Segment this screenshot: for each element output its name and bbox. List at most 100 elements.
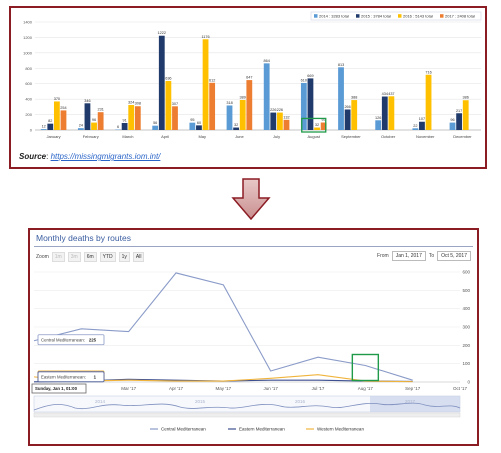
y-tick-label: 1200	[23, 35, 33, 40]
y-tick-label: 0	[467, 380, 470, 385]
y-tick-label: 1000	[23, 50, 33, 55]
bar-data-label: 132	[283, 115, 289, 119]
bar	[456, 113, 463, 130]
bar	[128, 105, 135, 130]
bar-data-label: 1222	[158, 31, 166, 35]
legend-entry: 2017 : 2408 total	[445, 14, 475, 19]
bar-data-label: 612	[209, 78, 215, 82]
down-arrow-icon	[231, 178, 271, 220]
bar-data-label: 370	[54, 97, 60, 101]
bar-data-label: 813	[338, 63, 344, 67]
x-tick-label: September	[341, 134, 361, 139]
bar	[320, 122, 327, 130]
bar-legend: 2014 : 3283 total 2015 : 3784 total 2016 :…	[310, 11, 482, 21]
x-tick-label: November	[416, 134, 435, 139]
zoom-1m-button[interactable]: 1m	[51, 252, 65, 262]
x-tick-label: January	[46, 134, 60, 139]
navigator-year-label: 2016	[295, 399, 306, 404]
bar	[209, 82, 216, 130]
bar	[77, 128, 84, 130]
bar-data-label: 126	[375, 116, 381, 120]
zoom-ytd-button[interactable]: YTD	[99, 252, 116, 262]
tooltip-date-box	[31, 383, 87, 394]
bar-data-label: 96	[450, 118, 454, 122]
x-tick-label: Aug '17	[358, 386, 374, 391]
bar	[121, 122, 128, 130]
zoom-all-button[interactable]: All	[132, 252, 145, 262]
navigator-selection	[370, 396, 460, 412]
x-tick-label: May	[198, 134, 206, 139]
x-tick-label: Jun '17	[263, 386, 278, 391]
from-date-input[interactable]: Jan 1, 2017	[391, 251, 426, 261]
highlight-box	[301, 117, 327, 133]
to-label: To	[428, 253, 435, 259]
zoom-6m-button[interactable]: 6m	[83, 252, 97, 262]
bar-data-label: 60	[197, 121, 201, 125]
bar	[189, 122, 196, 130]
navigator-year-label: 2017	[405, 399, 416, 404]
bar-data-label: 226	[270, 108, 276, 112]
x-tick-label: Mar '17	[121, 386, 136, 391]
bar-data-label: 95	[190, 118, 194, 122]
tooltip-value: 1	[94, 374, 97, 379]
bottom-chart-panel: Monthly deaths by routes Zoom 1m 3m 6m Y…	[28, 228, 479, 446]
bar-data-label: 107	[419, 117, 425, 121]
x-tick-label: July	[273, 134, 280, 139]
y-tick-label: 800	[25, 66, 32, 71]
bar	[239, 99, 246, 130]
date-range: From Jan 1, 2017 To Oct 5, 2017	[377, 251, 471, 261]
navigator-year-label: 2014	[95, 399, 106, 404]
line-legend: Central Mediterranean Eastern Mediterrane…	[150, 427, 364, 432]
bar-data-label: 217	[456, 109, 462, 113]
bar-data-label: 864	[264, 59, 270, 63]
y-tick-label: 300	[462, 325, 470, 330]
bar	[97, 112, 104, 130]
x-tick-label: October	[381, 134, 396, 139]
source-link[interactable]: https://missingmigrants.iom.int/	[50, 152, 161, 161]
bar	[152, 125, 159, 130]
navigator-series	[33, 402, 461, 411]
bar-data-label: 231	[97, 108, 103, 112]
legend-entry: Western Mediterranean	[317, 427, 364, 432]
bar-data-label: 91	[122, 118, 126, 122]
bar	[158, 35, 165, 130]
legend-swatch	[314, 14, 318, 18]
x-tick-label: May '17	[216, 386, 232, 391]
bar-data-label: 6	[117, 125, 119, 129]
x-tick-label: December	[453, 134, 472, 139]
bar	[425, 74, 432, 130]
zoom-3m-button[interactable]: 3m	[67, 252, 81, 262]
bar	[172, 106, 178, 130]
bar-data-label: 610	[301, 78, 307, 82]
bar	[40, 129, 47, 130]
bar	[270, 112, 277, 130]
to-date-input[interactable]: Oct 5, 2017	[437, 251, 471, 261]
y-tick-label: 400	[25, 97, 32, 102]
bar	[351, 100, 358, 130]
top-chart-panel: 0 200 400 600 800 1000 1200 1400 January 12 82 370 2…	[9, 6, 487, 169]
bar	[246, 80, 253, 130]
x-tick-label: February	[83, 134, 99, 139]
highlight-box	[351, 353, 380, 382]
bar-data-label: 318	[226, 101, 232, 105]
x-tick-label: April	[161, 134, 169, 139]
bar	[53, 101, 60, 130]
source-label: Source	[19, 152, 47, 161]
zoom-1y-button[interactable]: 1y	[118, 252, 130, 262]
bar-data-label: 647	[246, 76, 252, 80]
legend-entry: 2014 : 3283 total	[319, 14, 349, 19]
bar-data-label: 434	[382, 92, 388, 96]
bar-data-label: 32	[234, 123, 238, 127]
x-tick-label: March	[122, 134, 133, 139]
y-tick-label: 1400	[23, 20, 33, 25]
bar	[381, 96, 388, 130]
line-chart-title: Monthly deaths by routes	[36, 233, 131, 243]
bar	[314, 127, 320, 130]
y-tick-label: 400	[462, 306, 470, 311]
bar	[91, 122, 97, 130]
tooltip-series-name: Eastern Mediterranean:	[41, 374, 86, 379]
x-tick-label: Oct '17	[453, 386, 468, 391]
y-tick-label: 600	[25, 81, 32, 86]
tooltip-box	[37, 371, 105, 383]
x-tick-label: Apr '17	[169, 386, 184, 391]
